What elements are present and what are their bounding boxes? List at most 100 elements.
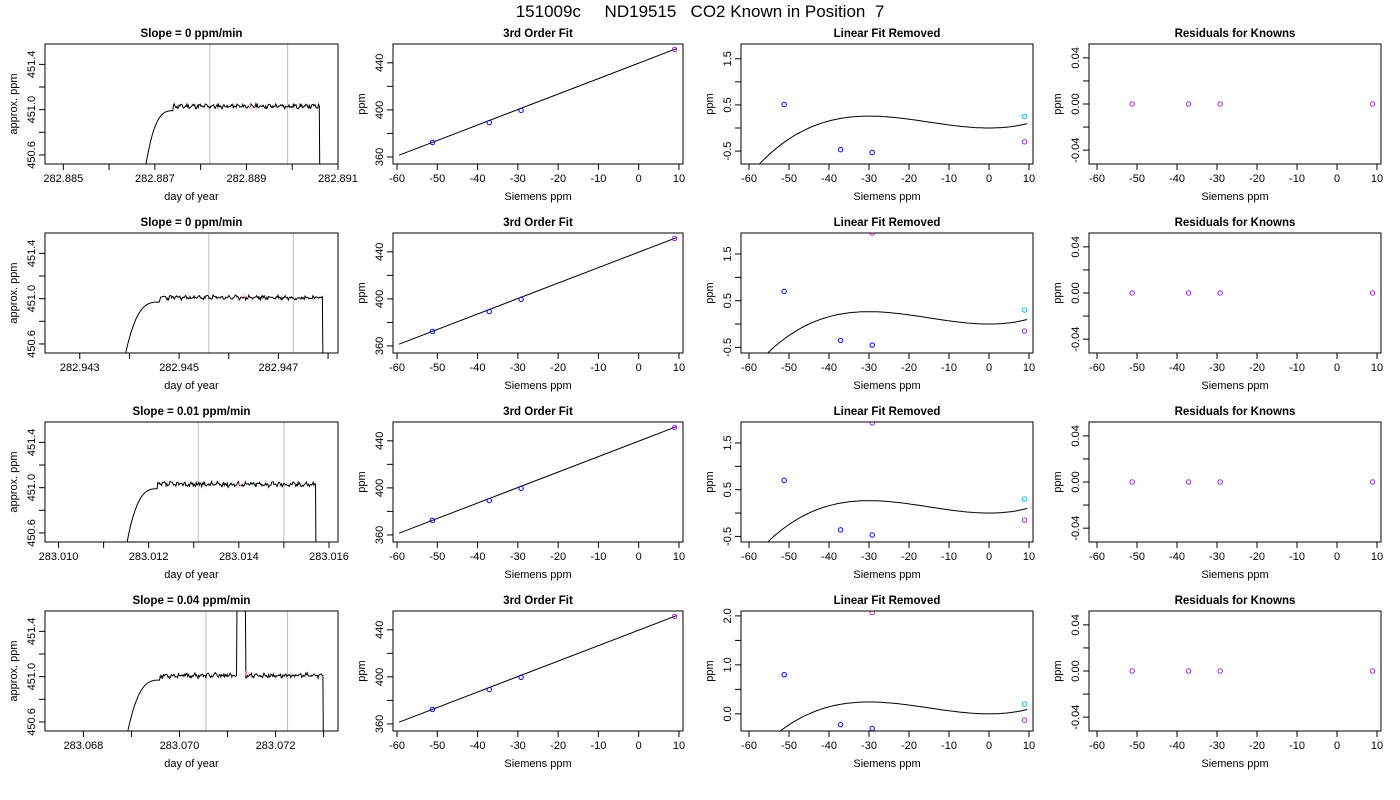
x-axis-label: Siemens ppm bbox=[1201, 380, 1268, 392]
x-tick-label: 10 bbox=[673, 362, 685, 374]
panel-title: Residuals for Knowns bbox=[1175, 595, 1296, 607]
x-tick-label: 0 bbox=[636, 173, 642, 185]
x-tick-label: -50 bbox=[429, 173, 445, 185]
x-tick-label: 0 bbox=[1334, 173, 1340, 185]
x-tick-label: 10 bbox=[1371, 551, 1383, 563]
concentration-trace bbox=[126, 479, 317, 542]
y-tick-label: 451.4 bbox=[26, 429, 38, 457]
data-point bbox=[1129, 101, 1135, 107]
y-tick-label: 1.5 bbox=[722, 435, 734, 450]
y-tick-label: -0.5 bbox=[722, 142, 734, 161]
x-tick-label: 282.887 bbox=[135, 173, 175, 185]
x-tick-label: 0 bbox=[986, 173, 992, 185]
y-tick-label: 451.0 bbox=[26, 474, 38, 502]
x-axis-label: Siemens ppm bbox=[504, 380, 571, 392]
plot-area bbox=[767, 233, 1028, 353]
plot-frame bbox=[392, 232, 684, 354]
y-tick-label: 1.5 bbox=[722, 51, 734, 66]
y-tick-label: 360 bbox=[374, 715, 386, 733]
y-tick-label: -0.04 bbox=[1070, 516, 1082, 541]
cubic-curve bbox=[767, 311, 1028, 353]
plot-frame bbox=[740, 232, 1034, 354]
x-tick-label: 10 bbox=[1023, 362, 1035, 374]
data-point bbox=[1369, 668, 1376, 674]
x-tick-label: -40 bbox=[821, 173, 837, 185]
y-tick-label: -0.04 bbox=[1070, 138, 1082, 163]
panel-4-3: Linear Fit Removed -60 -50 -40 -30 -20 -10 0 10 0… bbox=[704, 595, 1035, 770]
x-tick-label: -30 bbox=[1209, 551, 1225, 563]
y-axis-label: ppm bbox=[356, 282, 368, 303]
y-axis-label: ppm bbox=[704, 282, 716, 303]
plot-frame bbox=[392, 43, 684, 165]
x-tick-label: -50 bbox=[1129, 362, 1145, 374]
x-tick-label: -30 bbox=[510, 362, 526, 374]
data-point bbox=[671, 613, 678, 620]
data-point bbox=[1021, 307, 1028, 313]
x-tick-label: -20 bbox=[1249, 173, 1265, 185]
x-axis-label: Siemens ppm bbox=[853, 758, 920, 770]
plot-area bbox=[398, 46, 678, 156]
y-tick-label: 451.0 bbox=[26, 96, 38, 124]
plot-frame bbox=[1088, 610, 1382, 732]
plot-area bbox=[398, 235, 678, 345]
x-tick-label: -10 bbox=[941, 173, 957, 185]
x-axis-label: Siemens ppm bbox=[853, 191, 920, 203]
page-title: 151009c ND19515 CO2 Known in Position 7 bbox=[515, 2, 885, 21]
x-tick-label: -60 bbox=[1089, 173, 1105, 185]
data-point bbox=[429, 706, 436, 713]
x-tick-label: 10 bbox=[673, 551, 685, 563]
y-axis-label: ppm bbox=[1052, 660, 1064, 681]
panel-3-4: Residuals for Knowns -60 -50 -40 -30 -20 -10 0 1… bbox=[1052, 406, 1383, 581]
panel-1-4: Residuals for Knowns -60 -50 -40 -30 -20 -10 0 1… bbox=[1052, 28, 1383, 203]
data-point bbox=[1021, 328, 1028, 334]
plot-area bbox=[127, 611, 324, 731]
data-point bbox=[1217, 101, 1223, 107]
x-tick-label: 10 bbox=[1023, 740, 1035, 752]
x-tick-label: -40 bbox=[821, 362, 837, 374]
panel-title: Residuals for Knowns bbox=[1175, 28, 1296, 40]
y-tick-label: 451.4 bbox=[26, 51, 38, 79]
x-tick-label: 10 bbox=[1371, 740, 1383, 752]
data-point bbox=[1369, 290, 1376, 296]
x-tick-label: -50 bbox=[781, 740, 797, 752]
y-tick-label: 0.04 bbox=[1070, 614, 1082, 635]
plot-area bbox=[145, 44, 321, 164]
x-tick-label: 282.889 bbox=[227, 173, 267, 185]
plot-area bbox=[779, 611, 1028, 731]
x-axis-label: Siemens ppm bbox=[504, 758, 571, 770]
panel-title: Linear Fit Removed bbox=[834, 217, 941, 229]
plot-frame bbox=[392, 421, 684, 543]
panel-2-4: Residuals for Knowns -60 -50 -40 -30 -20 -10 0 1… bbox=[1052, 217, 1383, 392]
panel-title: Slope = 0.04 ppm/min bbox=[133, 595, 251, 607]
panel-title: 3rd Order Fit bbox=[503, 406, 573, 418]
data-point bbox=[1021, 717, 1028, 723]
y-axis-label: ppm bbox=[356, 93, 368, 114]
y-axis-label: ppm bbox=[356, 660, 368, 681]
data-point bbox=[518, 485, 524, 492]
panel-title: Slope = 0 ppm/min bbox=[141, 217, 243, 229]
panel-title: 3rd Order Fit bbox=[503, 28, 573, 40]
panel-2-1: Slope = 0 ppm/min 282.943 282.945 282.947 45… bbox=[8, 217, 339, 392]
x-tick-label: -20 bbox=[1249, 362, 1265, 374]
x-tick-label: -20 bbox=[1249, 551, 1265, 563]
x-tick-label: 282.947 bbox=[259, 362, 299, 374]
y-axis-label: approx. ppm bbox=[8, 451, 20, 512]
x-tick-label: 0 bbox=[1334, 362, 1340, 374]
data-point bbox=[781, 288, 787, 295]
plot-frame bbox=[1088, 232, 1382, 354]
x-tick-label: -50 bbox=[781, 173, 797, 185]
y-axis-label: ppm bbox=[704, 471, 716, 492]
x-tick-label: -20 bbox=[550, 173, 566, 185]
data-point bbox=[429, 517, 436, 524]
panel-3-1: Slope = 0.01 ppm/min 283.010 283.012 283.01… bbox=[8, 406, 349, 581]
data-point bbox=[671, 235, 678, 242]
y-tick-label: 0.00 bbox=[1070, 471, 1082, 492]
y-axis-label: ppm bbox=[1052, 282, 1064, 303]
x-tick-label: -10 bbox=[590, 740, 606, 752]
plot-area bbox=[1129, 668, 1376, 674]
data-point bbox=[1021, 517, 1028, 523]
x-tick-label: -60 bbox=[741, 551, 757, 563]
data-point bbox=[1021, 701, 1028, 707]
y-tick-label: 0.04 bbox=[1070, 236, 1082, 257]
x-tick-label: -50 bbox=[429, 740, 445, 752]
